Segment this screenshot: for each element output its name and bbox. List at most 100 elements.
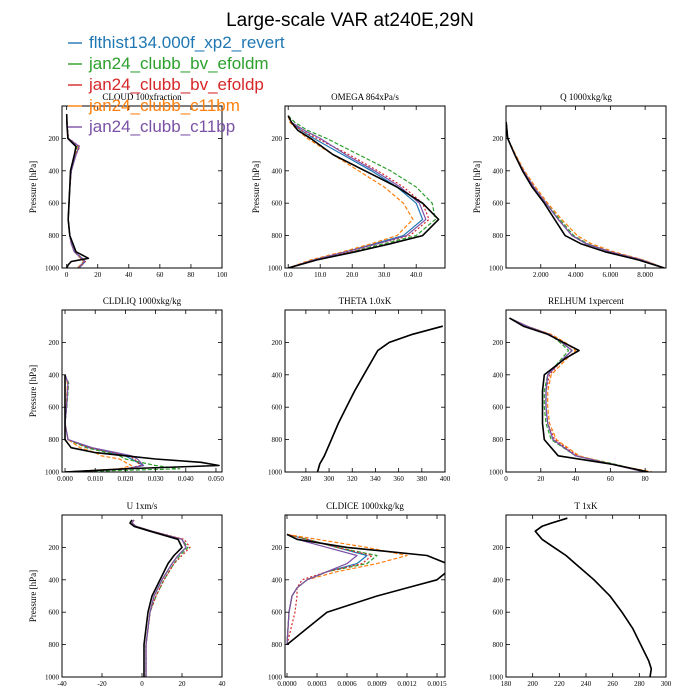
y-tick-label: 1000 (45, 469, 60, 477)
x-tick-label: 0.0015 (427, 680, 447, 688)
x-tick-label: 10.0 (314, 271, 327, 279)
x-tick-label: 20 (537, 475, 545, 483)
x-tick-label: 200 (527, 680, 538, 688)
panel-3: Q 1000xkg/kg 2.000 4.000 6.000 8.000 200 400 60… (472, 92, 667, 279)
panel-title: THETA 1.0xK (339, 296, 392, 306)
series-line-5 (506, 122, 665, 268)
series-line-2 (534, 517, 652, 677)
y-tick-label: 1000 (45, 674, 60, 682)
panel-6: RELHUM 1xpercent 0 20 40 60 80 200 400 600 800 100… (489, 296, 667, 483)
y-tick-label: 800 (49, 436, 60, 444)
panel-title: CLDICE 1000xkg/kg (326, 501, 404, 511)
plot-frame (505, 514, 667, 678)
x-tick-label: 20.0 (346, 271, 359, 279)
y-tick-label: 200 (493, 544, 504, 552)
legend-entry: flthist134.000f_xp2_revert (89, 33, 285, 52)
series-line-6 (65, 114, 90, 268)
y-tick-label: 200 (49, 135, 60, 143)
series-line-1 (534, 517, 652, 677)
y-tick-label: 1000 (268, 265, 283, 273)
series-line-4 (506, 122, 665, 268)
series-group (65, 114, 90, 268)
x-tick-label: 0.0009 (367, 680, 387, 688)
x-tick-label: 300 (661, 680, 672, 688)
series-line-2 (509, 317, 646, 472)
panel-1: CLOUD 100xfraction 0 20 40 60 80 100 200 400 600 8… (28, 92, 228, 279)
series-line-4 (534, 517, 652, 677)
x-tick-label: 0.010 (87, 475, 103, 483)
plot-frame (284, 309, 446, 473)
panel-4: CLDLIQ 1000xkg/kg 0.000 0.010 0.020 0.030 0.0… (28, 296, 224, 483)
x-tick-label: 380 (417, 475, 428, 483)
panel-title: U 1xm/s (127, 501, 158, 511)
series-line-1 (506, 122, 665, 268)
series-line-3 (506, 122, 665, 268)
y-axis-label: Pressure [hPa] (251, 161, 261, 213)
y-axis-label: Pressure [hPa] (28, 365, 38, 417)
panel-title: OMEGA 864xPa/s (331, 92, 399, 102)
panel-title: CLOUD 100xfraction (102, 92, 182, 102)
y-tick-label: 400 (493, 167, 504, 175)
series-line-6 (286, 533, 445, 646)
x-tick-label: 400 (440, 475, 451, 483)
series-line-6 (64, 374, 220, 472)
series-line-5 (131, 519, 187, 677)
x-tick-label: -40 (57, 680, 67, 688)
y-tick-label: 1000 (45, 265, 60, 273)
x-tick-label: 40.0 (410, 271, 423, 279)
series-group (509, 317, 653, 472)
series-line-6 (509, 317, 649, 472)
y-tick-label: 1000 (489, 469, 504, 477)
x-tick-label: 300 (324, 475, 335, 483)
y-tick-label: 200 (272, 135, 283, 143)
y-tick-label: 800 (493, 436, 504, 444)
panel-8: CLDICE 1000xkg/kg 0.0000 0.0003 0.0006 0.000… (268, 501, 447, 688)
x-tick-label: 0.0006 (337, 680, 357, 688)
plot-frame (505, 105, 667, 269)
y-tick-label: 400 (49, 167, 60, 175)
x-tick-label: 280 (301, 475, 312, 483)
x-tick-label: 40 (219, 680, 227, 688)
y-tick-label: 1000 (489, 265, 504, 273)
x-tick-label: 0 (65, 271, 69, 279)
y-axis-label: Pressure [hPa] (28, 161, 38, 213)
panel-title: Q 1000xkg/kg (560, 92, 612, 102)
x-tick-label: 80 (642, 475, 650, 483)
x-tick-label: 30.0 (378, 271, 391, 279)
panel-2: OMEGA 864xPa/s 0.0 10.0 20.0 30.0 40.0 200 400 6… (251, 92, 446, 279)
y-tick-label: 400 (493, 576, 504, 584)
y-axis-label: Pressure [hPa] (28, 570, 38, 622)
x-tick-label: 0 (504, 475, 508, 483)
x-tick-label: 0.030 (148, 475, 164, 483)
series-line-4 (287, 115, 414, 268)
y-tick-label: 1000 (489, 674, 504, 682)
x-tick-label: 8.000 (637, 271, 653, 279)
x-tick-label: 340 (370, 475, 381, 483)
y-tick-label: 800 (493, 232, 504, 240)
x-tick-label: 0.020 (118, 475, 134, 483)
y-tick-label: 600 (493, 200, 504, 208)
x-tick-label: 6.000 (602, 271, 618, 279)
y-tick-label: 800 (272, 641, 283, 649)
y-tick-label: 800 (272, 232, 283, 240)
y-tick-label: 600 (49, 404, 60, 412)
series-group (129, 519, 191, 677)
plot-frame (61, 105, 223, 269)
series-line-5 (534, 517, 652, 677)
series-line-3 (509, 317, 646, 472)
y-tick-label: 600 (493, 404, 504, 412)
legend-entry: jan24_clubb_c11bm (88, 96, 240, 115)
panel-9: T 1xK 180 200 220 240 260 280 300 200 400 600 800 10… (489, 501, 672, 688)
series-group (506, 122, 665, 268)
plot-frame (284, 514, 446, 678)
x-tick-label: 0.050 (208, 475, 224, 483)
x-tick-label: 2.000 (533, 271, 549, 279)
x-tick-label: 180 (501, 680, 512, 688)
series-line-1 (286, 533, 368, 645)
legend-entry: jan24_clubb_bv_efoldm (88, 54, 269, 73)
series-group (286, 533, 445, 646)
y-tick-label: 800 (493, 641, 504, 649)
series-line-6 (316, 325, 443, 472)
series-line-6 (287, 115, 440, 268)
